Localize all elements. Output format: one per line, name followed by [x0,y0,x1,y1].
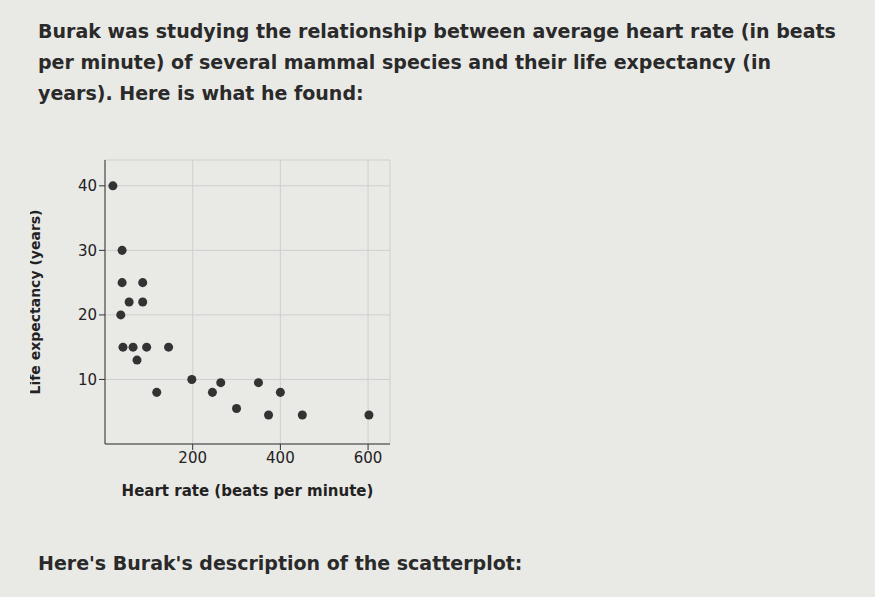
svg-text:40: 40 [78,177,97,195]
svg-text:10: 10 [78,371,97,389]
svg-text:Heart rate (beats per minute): Heart rate (beats per minute) [122,482,374,500]
svg-text:30: 30 [78,242,97,260]
svg-text:20: 20 [78,306,97,324]
svg-text:400: 400 [266,449,295,467]
html-text:Burak was studying the relatio: Burak was studying the relationship betw… [38,20,836,104]
svg-text:Life expectancy (years): Life expectancy (years) [30,209,43,394]
html-text:Here's Burak's description of: Here's Burak's description of the scatte… [38,552,523,574]
svg-text:200: 200 [178,449,207,467]
svg-text:600: 600 [354,449,383,467]
